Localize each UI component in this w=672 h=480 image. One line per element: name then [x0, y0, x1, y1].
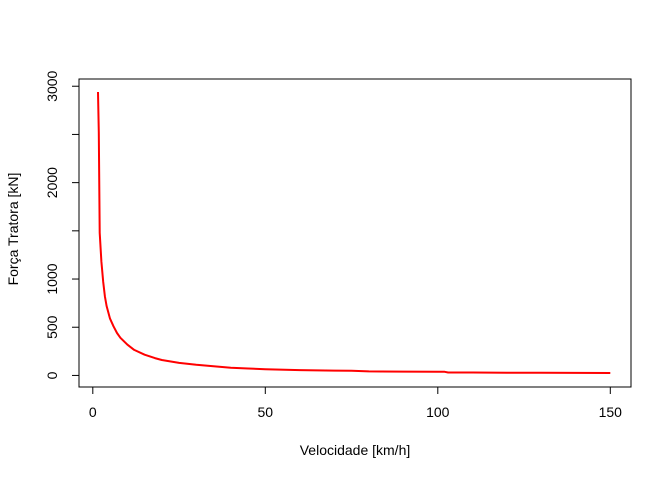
y-tick-label: 1000	[44, 263, 60, 294]
plot-box	[78, 78, 632, 388]
series-line	[97, 91, 611, 374]
x-axis: 0 50 100 150	[89, 386, 623, 420]
y-tick-label: 500	[44, 315, 60, 339]
y-tick-label: 0	[44, 371, 60, 379]
y-tick-label: 3000	[44, 70, 60, 101]
x-tick-label: 0	[89, 404, 97, 420]
x-tick-label: 150	[599, 404, 623, 420]
x-axis-label: Velocidade [km/h]	[300, 442, 411, 458]
y-tick-label: 2000	[44, 167, 60, 198]
y-axis-label: Força Tratora [kN]	[5, 173, 21, 286]
x-tick-label: 50	[258, 404, 274, 420]
x-tick-label: 100	[426, 404, 450, 420]
y-axis: 0 500 1000 2000 3000	[44, 70, 80, 379]
